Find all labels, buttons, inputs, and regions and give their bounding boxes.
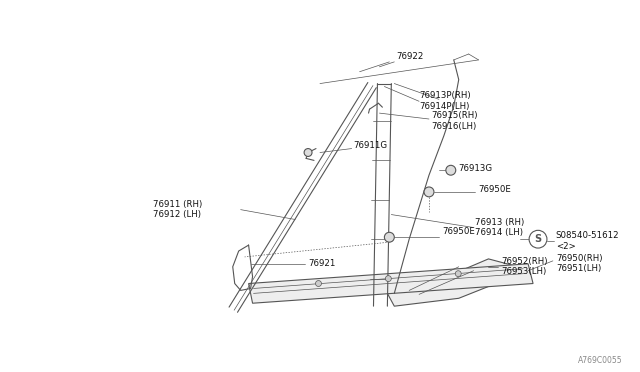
Circle shape	[446, 165, 456, 175]
Text: 76950E: 76950E	[479, 185, 511, 194]
Text: A769C0055: A769C0055	[578, 356, 622, 365]
Text: S08540-51612
<2>: S08540-51612 <2>	[556, 231, 620, 251]
Circle shape	[455, 271, 461, 277]
Text: 76915(RH)
76916(LH): 76915(RH) 76916(LH)	[431, 111, 477, 131]
Text: S: S	[534, 234, 541, 244]
Text: 76911G: 76911G	[354, 141, 388, 150]
Circle shape	[316, 280, 321, 286]
Text: 76950E: 76950E	[442, 227, 475, 236]
Text: 76922: 76922	[396, 52, 424, 61]
Circle shape	[385, 232, 394, 242]
Text: 76913P(RH)
76914P(LH): 76913P(RH) 76914P(LH)	[419, 92, 470, 111]
Circle shape	[424, 187, 434, 197]
Text: 76911 (RH)
76912 (LH): 76911 (RH) 76912 (LH)	[154, 200, 203, 219]
Circle shape	[304, 148, 312, 157]
Text: 76952(RH)
76953(LH): 76952(RH) 76953(LH)	[501, 257, 548, 276]
Text: 76913G: 76913G	[459, 164, 493, 173]
Polygon shape	[248, 264, 533, 303]
Text: 76950(RH)
76951(LH): 76950(RH) 76951(LH)	[556, 254, 602, 273]
Circle shape	[529, 230, 547, 248]
Text: 76921: 76921	[308, 259, 335, 268]
Circle shape	[385, 276, 391, 282]
Text: 76913 (RH)
76914 (LH): 76913 (RH) 76914 (LH)	[475, 218, 524, 237]
Polygon shape	[387, 259, 518, 306]
